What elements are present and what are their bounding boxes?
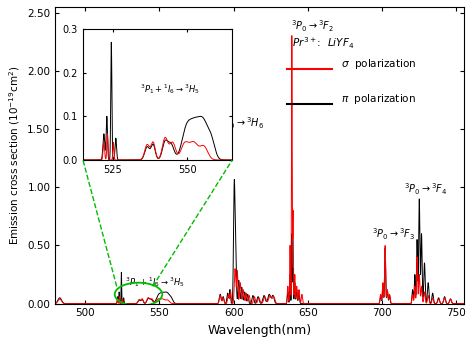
Text: $^3P_0\rightarrow{}^3H_6$: $^3P_0\rightarrow{}^3H_6$ [219, 116, 264, 131]
Text: $^3P_1+{^1I_6}\rightarrow{}^3H_5$: $^3P_1+{^1I_6}\rightarrow{}^3H_5$ [140, 82, 200, 96]
Text: $^3P_1+{^1I_6}\rightarrow{}^3H_5$: $^3P_1+{^1I_6}\rightarrow{}^3H_5$ [125, 275, 185, 289]
Text: $^3P_0\rightarrow{}^3F_2$: $^3P_0\rightarrow{}^3F_2$ [291, 18, 334, 34]
Y-axis label: Emission cross section $(10^{-19}$cm$^2)$: Emission cross section $(10^{-19}$cm$^2)… [7, 66, 22, 245]
Text: $^3P_0\rightarrow{}^3F_4$: $^3P_0\rightarrow{}^3F_4$ [404, 181, 448, 197]
X-axis label: Wavelength(nm): Wavelength(nm) [208, 324, 311, 337]
Text: $^3P_0\rightarrow{}^3F_3$: $^3P_0\rightarrow{}^3F_3$ [372, 226, 415, 242]
